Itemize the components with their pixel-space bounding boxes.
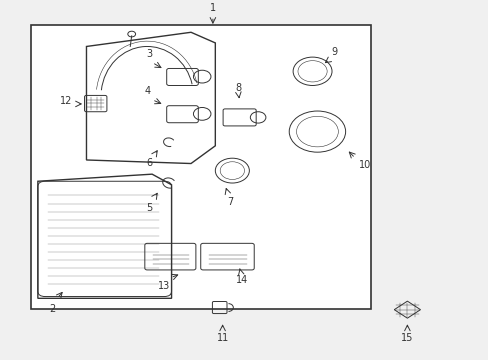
Text: 4: 4: [144, 86, 150, 96]
Text: 9: 9: [331, 47, 337, 57]
Text: 6: 6: [146, 158, 152, 168]
Text: 12: 12: [60, 96, 72, 107]
FancyBboxPatch shape: [30, 25, 370, 309]
Text: 11: 11: [216, 333, 228, 343]
Text: 13: 13: [158, 281, 170, 291]
Text: 1: 1: [209, 4, 216, 13]
Text: 10: 10: [358, 160, 370, 170]
Text: 15: 15: [400, 333, 413, 343]
Text: 5: 5: [146, 203, 152, 212]
Text: 3: 3: [146, 49, 152, 59]
Text: 2: 2: [49, 303, 56, 314]
Text: 8: 8: [235, 82, 241, 93]
Text: 14: 14: [236, 275, 248, 285]
Text: 7: 7: [226, 197, 233, 207]
